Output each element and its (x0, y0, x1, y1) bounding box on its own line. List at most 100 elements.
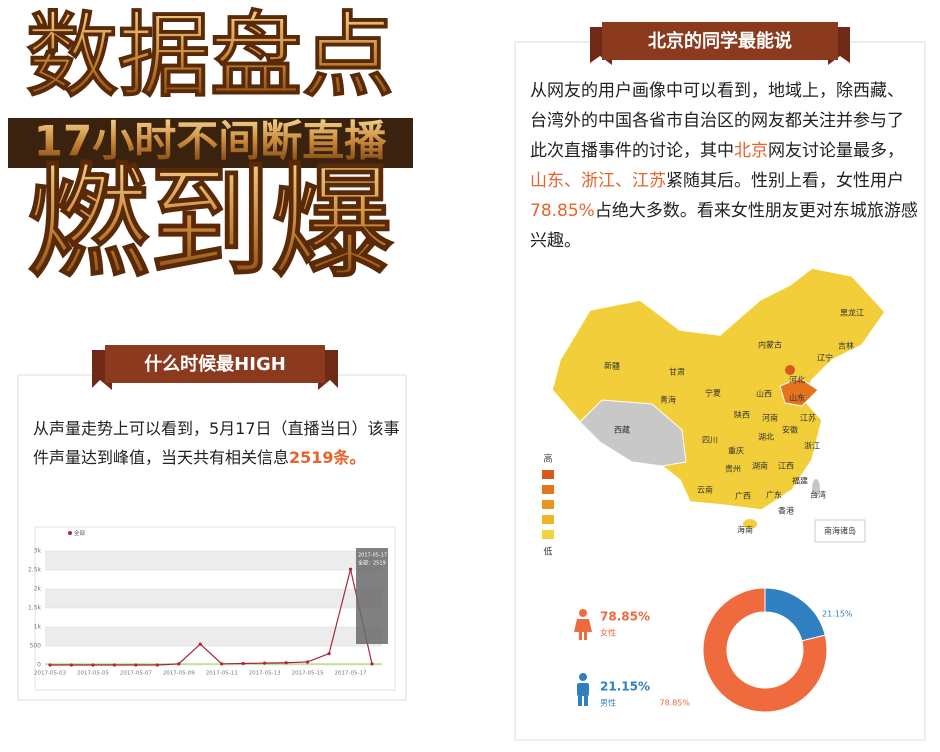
x-tick-label: 2017-05-03 (34, 671, 66, 677)
province-label: 安徽 (782, 425, 798, 435)
province-label: 陕西 (734, 410, 750, 420)
province-label: 南海诸岛 (824, 526, 856, 536)
series-point (241, 661, 245, 666)
donut-label: 78.85% (659, 699, 690, 708)
province-label: 广西 (735, 491, 751, 501)
province-label: 内蒙古 (758, 340, 782, 350)
emphasis-text: 78.85% (530, 201, 595, 221)
gender-value: 78.85% (600, 610, 650, 624)
map-shandong (779, 377, 819, 407)
x-tick-label: 2017-05-09 (163, 671, 195, 677)
province-label: 西藏 (614, 425, 630, 435)
province-label: 贵州 (725, 464, 741, 474)
y-tick-label: 0 (37, 662, 41, 669)
y-tick-label: 3k (34, 548, 42, 555)
x-tick-label: 2017-05-15 (292, 671, 324, 677)
province-label: 山西 (756, 389, 772, 399)
legend-marker (68, 531, 72, 535)
map-legend-low: 低 (543, 546, 552, 558)
headline-3: 燃到爆 (27, 152, 395, 294)
paragraph-text: 从声量走势上可以看到，5月17日（直播当日）该事件声量达到峰值，当天共有相关信息 (33, 419, 400, 467)
province-label: 浙江 (804, 441, 820, 451)
series-point (48, 663, 52, 667)
emphasis-text: 山东、浙江、江苏 (530, 171, 666, 191)
map-legend-swatch (542, 485, 554, 494)
province-label: 四川 (702, 436, 718, 445)
x-tick-label: 2017-05-05 (77, 671, 109, 677)
series-point (112, 663, 116, 667)
series-point (263, 661, 267, 665)
donut-label: 21.15% (822, 610, 853, 619)
female-icon (574, 609, 592, 640)
headline-banner (8, 118, 413, 168)
tooltip-line: 全部：2519 (358, 560, 386, 567)
left-ribbon (105, 345, 325, 383)
map-hainan (743, 519, 757, 529)
province-label: 甘肃 (669, 367, 685, 377)
province-label: 吉林 (838, 341, 854, 351)
grid-band (45, 551, 382, 570)
province-label: 广东 (766, 490, 782, 500)
province-label: 辽宁 (817, 353, 833, 363)
donut-segment (702, 587, 828, 713)
grid-band (45, 627, 382, 646)
province-label: 江苏 (800, 413, 816, 423)
x-tick-label: 2017-05-07 (120, 671, 152, 677)
series-point (177, 662, 181, 666)
emphasis-text: 北京 (734, 141, 768, 161)
map-legend-swatch (542, 530, 554, 539)
right-ribbon (602, 22, 838, 60)
map-legend-swatch (542, 515, 554, 524)
map-inset (814, 519, 866, 543)
series-point (284, 661, 288, 665)
series-point (69, 663, 74, 667)
series-point (327, 652, 331, 656)
gender-label: 男性 (600, 698, 616, 708)
left-paragraph: 从声量走势上可以看到，5月17日（直播当日）该事件声量达到峰值，当天共有相关信息… (33, 414, 401, 472)
map-taiwan (812, 479, 820, 497)
paragraph-text: 网友讨论量最多， (768, 141, 904, 161)
map-beijing (785, 365, 795, 375)
y-tick-label: 500 (30, 643, 42, 650)
series-point (198, 642, 202, 646)
province-label: 福建 (792, 476, 808, 486)
province-label: 重庆 (728, 446, 744, 456)
province-label: 香港 (778, 506, 794, 516)
paragraph-text: 占绝大多数。看来女性朋友更对东城旅游感兴趣。 (530, 201, 918, 251)
province-label: 江西 (778, 462, 794, 471)
right-paragraph: 从网友的用户画像中可以看到，地域上，除西藏、台湾外的中国各省市自治区的网友都关注… (530, 76, 918, 256)
legend-label: 全部 (74, 529, 86, 537)
series-line (50, 569, 373, 666)
series-point (348, 567, 353, 571)
gender-value: 21.15% (600, 680, 650, 694)
map-legend-high: 高 (543, 453, 552, 465)
paragraph-text: 从网友的用户画像中可以看到，地域上，除西藏、台湾外的中国各省市自治区的网友都关注… (530, 81, 904, 161)
province-label: 台湾 (810, 490, 826, 500)
province-label: 青海 (660, 395, 676, 405)
gender-label: 女性 (600, 628, 616, 638)
x-tick-label: 2017-05-13 (249, 671, 281, 677)
province-label: 海南 (737, 525, 753, 535)
province-label: 黑龙江 (840, 308, 864, 318)
right-title: 北京的同学最能说 (648, 30, 792, 52)
province-label: 山东 (789, 393, 805, 403)
y-tick-label: 2k (34, 586, 42, 593)
province-label: 宁夏 (705, 388, 721, 398)
y-tick-label: 2.5k (28, 567, 42, 574)
province-label: 云南 (697, 485, 713, 495)
x-tick-label: 2017-05-11 (206, 671, 238, 677)
map-legend-swatch (542, 500, 554, 509)
paragraph-text: 紧随其后。性别上看，女性用户 (666, 171, 904, 191)
series-point (155, 663, 159, 667)
x-tick-label: 2017-05-17 (335, 671, 367, 677)
series-point (134, 663, 138, 667)
province-label: 河北 (789, 375, 805, 385)
male-icon (577, 673, 589, 706)
series-point (220, 662, 224, 666)
series-point (306, 660, 310, 664)
grid-band (45, 589, 382, 608)
province-label: 河南 (762, 413, 778, 423)
tooltip-title: 2017-05-17 (358, 553, 387, 559)
